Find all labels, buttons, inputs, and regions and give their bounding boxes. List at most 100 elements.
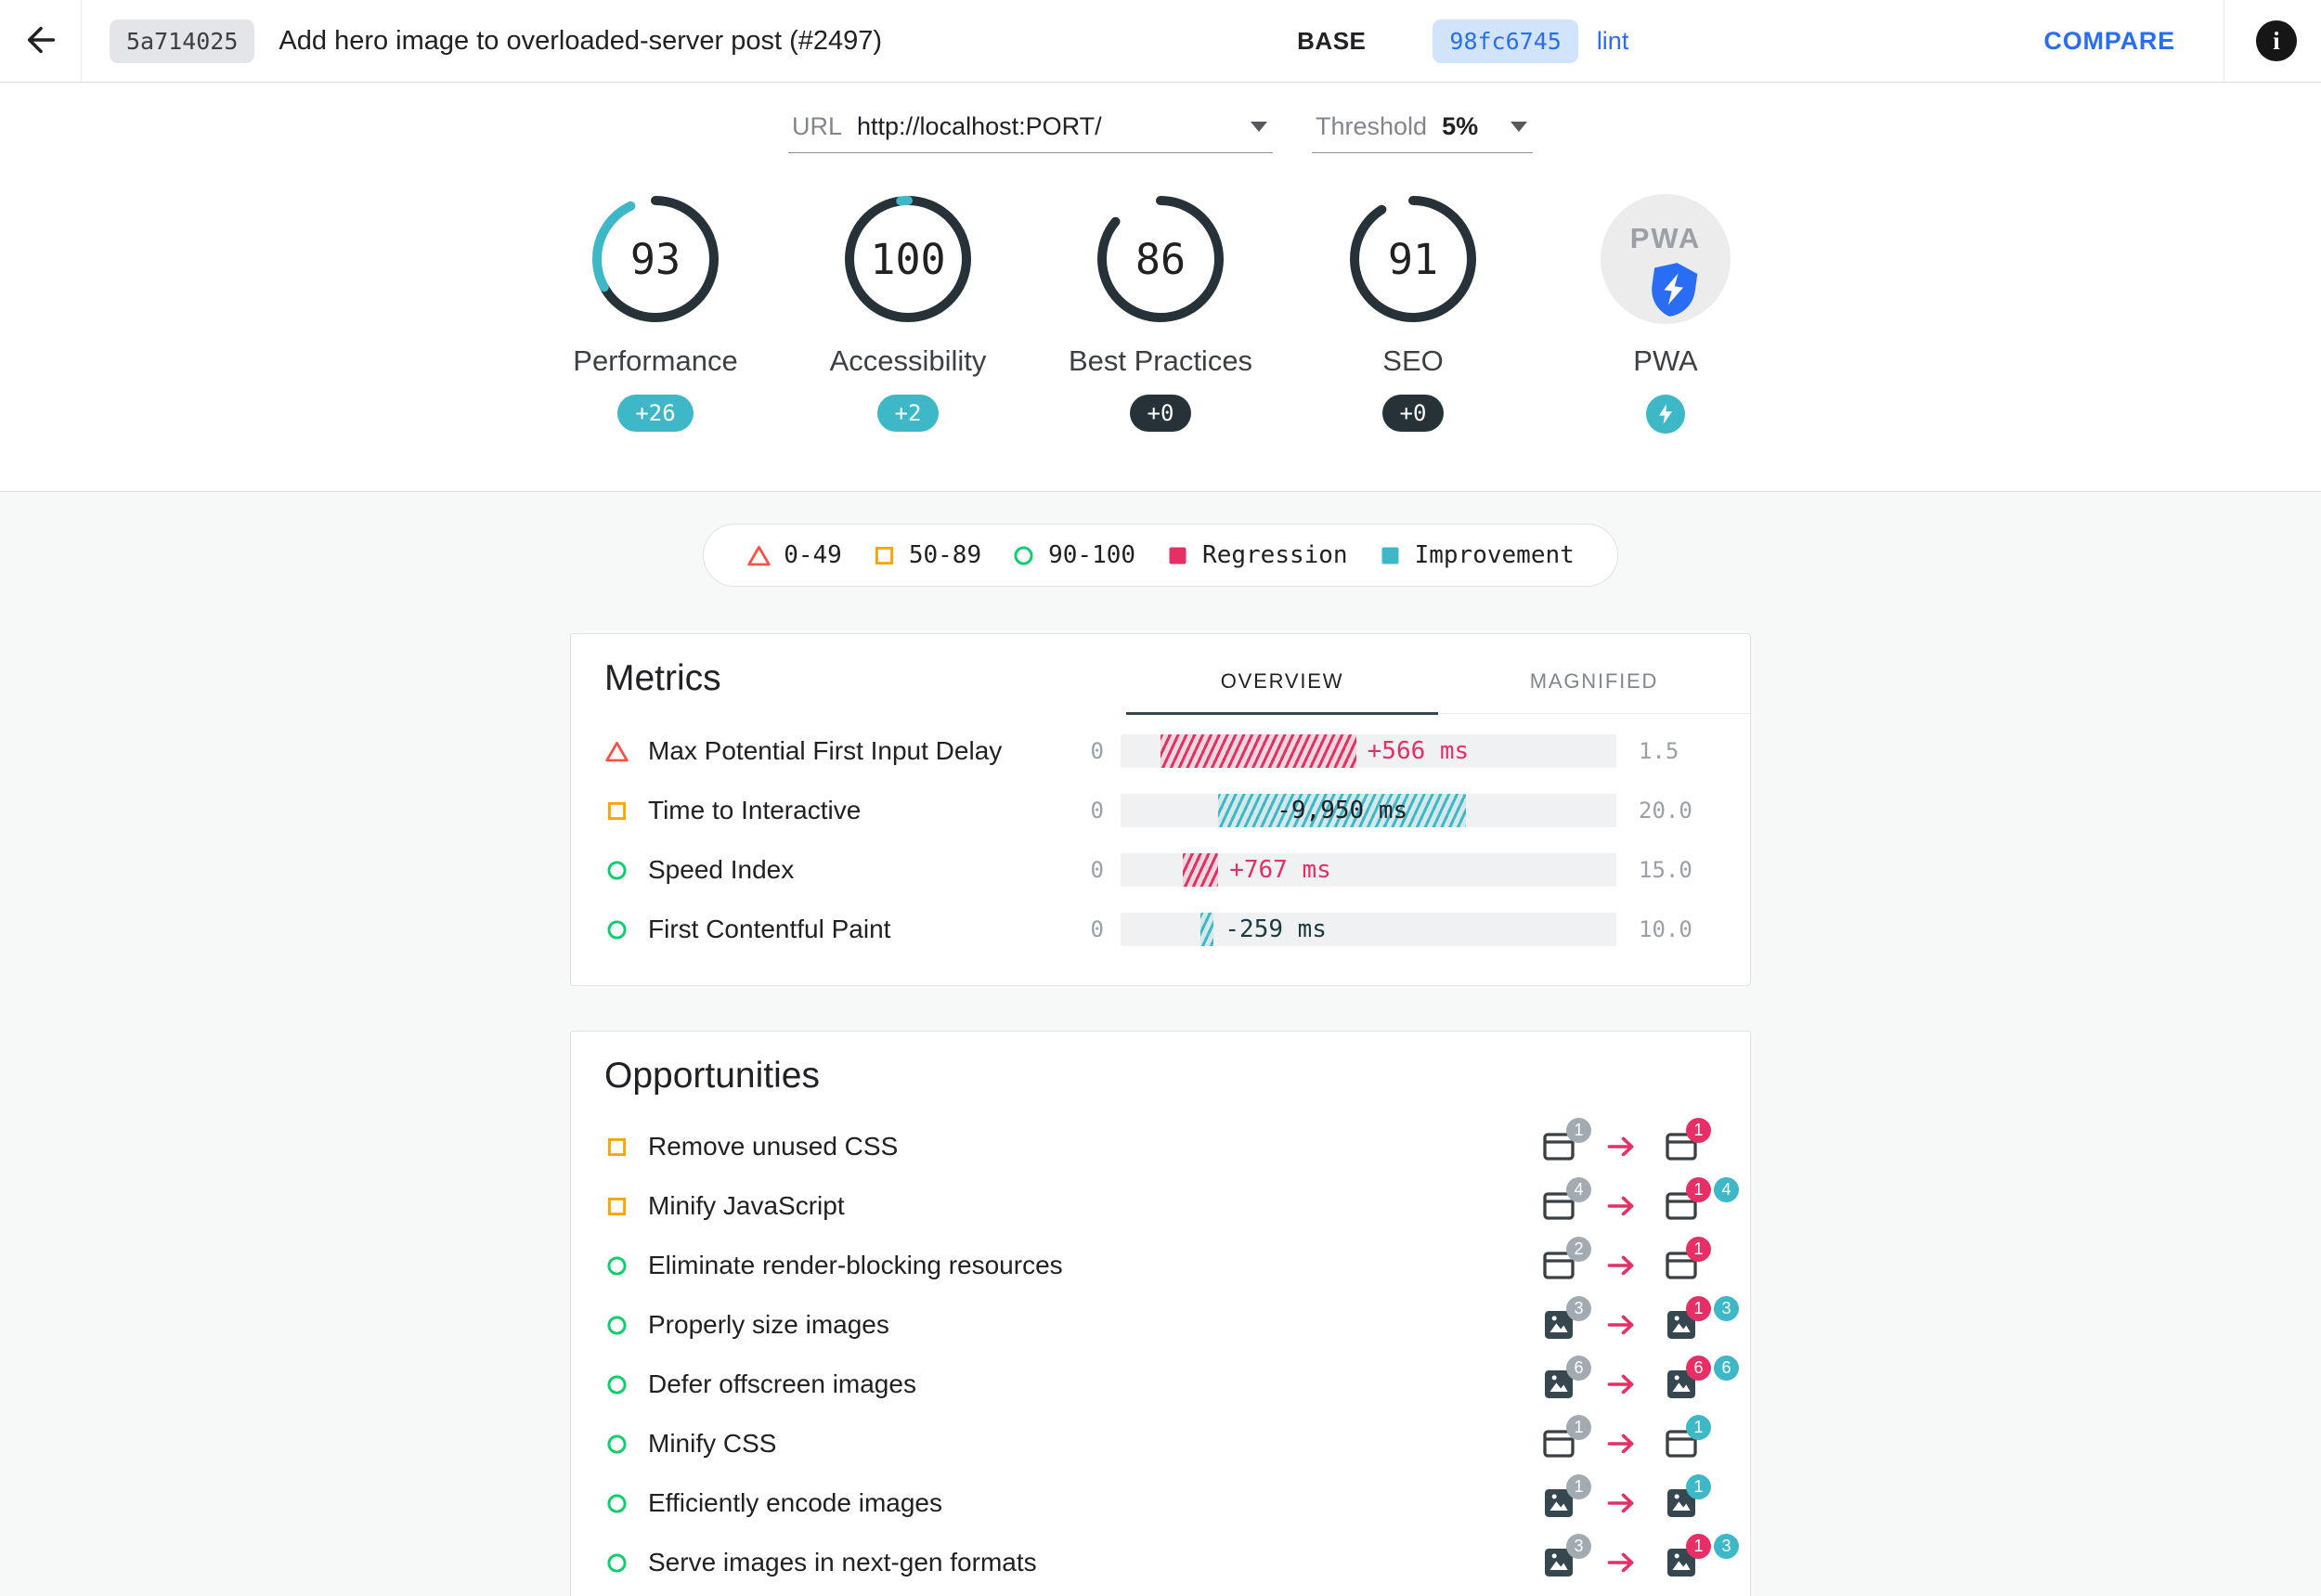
resource-icon	[1663, 1366, 1702, 1403]
base-count-badge: 3	[1566, 1534, 1591, 1559]
metric-label: Max Potential First Input Delay	[648, 736, 1003, 765]
gauge-score: 100	[870, 234, 946, 284]
info-icon[interactable]: i	[2256, 20, 2297, 61]
opportunity-diff-cluster: 1 1	[1540, 1474, 1711, 1522]
gauge-delta-badge	[1646, 395, 1685, 434]
metric-diff-segment	[1160, 734, 1356, 768]
opportunity-status-icon	[604, 1491, 629, 1516]
url-select[interactable]: URL http://localhost:PORT/	[788, 105, 1273, 153]
opportunity-status-icon	[604, 1313, 629, 1338]
opportunity-rows: Remove unused CSS 1 1 Minify JavaScript …	[571, 1111, 1750, 1596]
url-select-value: http://localhost:PORT/	[857, 112, 1102, 140]
chevron-down-icon	[1511, 122, 1527, 132]
metric-status-icon	[604, 798, 629, 824]
resource-icon	[1540, 1425, 1579, 1462]
compare-build-hash[interactable]: 98fc6745	[1433, 19, 1578, 63]
metric-max-value: 10.0	[1639, 916, 1692, 942]
metric-min-value: 0	[1090, 916, 1104, 942]
opportunity-row: Remove unused CSS 1 1	[604, 1117, 1711, 1176]
legend-icon	[1011, 543, 1036, 568]
gauge-delta-badge: +26	[617, 395, 694, 433]
metric-diff-value: -9,950 ms	[1277, 797, 1408, 824]
base-label: BASE	[1297, 26, 1367, 55]
metrics-tab[interactable]: MAGNIFIED	[1529, 669, 1659, 693]
base-count-badge: 1	[1566, 1474, 1591, 1499]
opportunities-card-header: Opportunities	[571, 1032, 1750, 1111]
regression-count-badge: 1	[1686, 1237, 1711, 1262]
gauge-delta-badge: +0	[1381, 395, 1445, 433]
legend-label: 50-89	[908, 541, 982, 569]
legend-icon	[872, 543, 897, 568]
opportunity-row: Minify CSS 1 1	[604, 1414, 1711, 1473]
opportunity-label: Remove unused CSS	[648, 1132, 899, 1161]
metrics-tab[interactable]: OVERVIEW	[1126, 642, 1438, 715]
metric-min-value: 0	[1090, 857, 1104, 883]
arrow-right-icon	[1603, 1545, 1639, 1580]
legend-item: 50-89	[872, 541, 981, 569]
compare-branch-link[interactable]: lint	[1596, 26, 1629, 55]
score-gauge: 86 Best Practices +0	[1034, 194, 1287, 434]
compare-build-group: 98fc6745 lint	[1433, 19, 1628, 63]
base-build-hash[interactable]: 5a714025	[110, 19, 255, 63]
metric-diff-value: +566 ms	[1367, 737, 1470, 765]
metric-max-value: 1.5	[1639, 738, 1679, 764]
resource-icon	[1540, 1306, 1579, 1343]
compare-count-badges: 1	[1686, 1474, 1711, 1499]
gauge-ring: 93	[590, 194, 720, 324]
compare-count-badges: 1	[1686, 1118, 1711, 1143]
metric-min-value: 0	[1090, 738, 1104, 764]
threshold-select-value: 5%	[1442, 112, 1479, 140]
gauge-label: Accessibility	[829, 344, 987, 377]
score-gauge: 100 Accessibility +2	[782, 194, 1034, 434]
legend-item: Regression	[1165, 541, 1348, 569]
base-resource-icon: 3	[1540, 1296, 1591, 1343]
score-legend: 0-49 50-89 90-100 Regression Improvement	[703, 524, 1618, 587]
score-gauges-row: 93 Performance +26 100 Accessibility +2 …	[0, 194, 2321, 491]
threshold-select[interactable]: Threshold 5%	[1312, 105, 1533, 153]
legend-item: 90-100	[1011, 541, 1135, 569]
opportunity-diff-cluster: 2 1	[1540, 1237, 1711, 1284]
metric-row: First Contentful Paint 0 -259 ms 10.0	[604, 900, 1717, 959]
resource-icon	[1540, 1544, 1579, 1581]
resource-icon	[1540, 1128, 1579, 1165]
base-count-badge: 4	[1566, 1177, 1591, 1202]
base-resource-icon: 1	[1540, 1415, 1591, 1462]
gauge-delta-badge: +2	[876, 395, 940, 433]
improvement-count-badge: 1	[1686, 1415, 1711, 1440]
base-count-badge: 1	[1566, 1118, 1591, 1143]
pwa-shield-icon	[1637, 253, 1710, 326]
metric-diff-segment	[1182, 853, 1219, 887]
metric-diff-bar: -9,950 ms	[1121, 794, 1616, 827]
regression-count-badge: 1	[1686, 1118, 1711, 1143]
legend-icon	[1378, 543, 1403, 568]
metrics-card: Metrics OVERVIEW MAGNIFIED Max Potential …	[570, 633, 1751, 986]
base-resource-icon: 1	[1540, 1118, 1591, 1165]
resource-icon	[1663, 1187, 1702, 1225]
back-button[interactable]	[0, 0, 82, 82]
compare-button[interactable]: COMPARE	[2043, 26, 2175, 55]
regression-count-badge: 1	[1686, 1177, 1711, 1202]
metric-diff-value: -259 ms	[1225, 915, 1327, 943]
metric-label: First Contentful Paint	[648, 915, 891, 943]
url-select-label: URL	[792, 112, 843, 140]
metric-max-value: 20.0	[1639, 798, 1692, 824]
pwa-face: PWA	[1601, 194, 1731, 324]
opportunities-title: Opportunities	[604, 1056, 820, 1096]
gauge-ring: 100	[843, 194, 973, 324]
regression-count-badge: 1	[1686, 1296, 1711, 1321]
resource-icon	[1663, 1128, 1702, 1165]
arrow-right-icon	[1603, 1486, 1639, 1521]
arrow-right-icon	[1603, 1248, 1639, 1283]
threshold-select-label: Threshold	[1316, 112, 1428, 140]
base-count-badge: 2	[1566, 1237, 1591, 1262]
arrow-right-icon	[1603, 1426, 1639, 1461]
gauge-label: Performance	[573, 344, 738, 377]
build-title: Add hero image to overloaded-server post…	[279, 25, 883, 56]
back-arrow-icon	[22, 21, 59, 61]
